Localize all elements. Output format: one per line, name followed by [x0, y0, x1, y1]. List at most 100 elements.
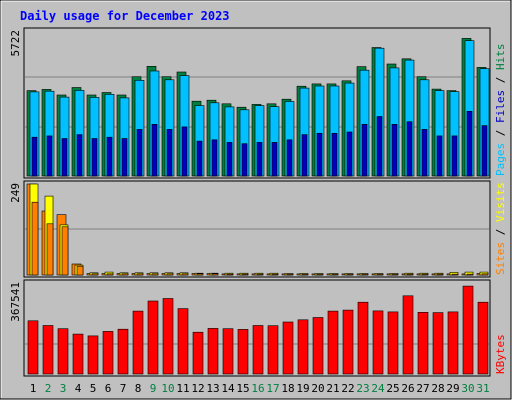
x-tick-label: 21 — [326, 382, 339, 395]
sites-bar-front — [136, 273, 144, 276]
x-tick-label: 13 — [206, 382, 219, 395]
pages-bar — [196, 140, 203, 177]
pages-bar — [271, 142, 278, 177]
legend-visits-sites: Sites / Visits — [494, 182, 507, 275]
kbytes-bar — [417, 311, 429, 375]
x-tick-label: 19 — [296, 382, 309, 395]
kbytes-bar — [27, 320, 39, 375]
legend-separator: / — [494, 123, 507, 143]
pages-bar — [466, 111, 473, 177]
kbytes-bar — [297, 319, 309, 375]
sites-bar-front — [166, 273, 174, 276]
x-tick-label: 4 — [75, 382, 82, 395]
sites-bar-front — [286, 273, 294, 276]
sites-bar-front — [451, 273, 459, 276]
kbytes-bar — [147, 300, 159, 375]
kbytes-bar — [162, 298, 174, 375]
pages-bar — [46, 135, 53, 177]
panel-frame-hits-files-pages — [23, 27, 491, 179]
sites-bar-front — [151, 273, 159, 276]
pages-bar — [421, 129, 428, 177]
pages-bar — [76, 134, 83, 177]
x-tick-label: 9 — [150, 382, 157, 395]
x-tick-label: 22 — [341, 382, 354, 395]
chart-title: Daily usage for December 2023 — [20, 9, 230, 23]
kbytes-bar — [117, 328, 129, 375]
x-tick-label: 28 — [431, 382, 444, 395]
sites-bar-front — [241, 273, 249, 276]
max-label-visits-sites: 249 — [9, 183, 22, 203]
sites-bar-front — [346, 273, 354, 276]
x-tick-label: 27 — [416, 382, 429, 395]
pages-bar — [241, 143, 248, 177]
pages-bar — [91, 138, 98, 177]
kbytes-bar — [357, 301, 369, 375]
kbytes-bar — [102, 331, 114, 375]
kbytes-bar — [42, 325, 54, 375]
pages-bar — [361, 124, 368, 177]
kbytes-bar — [372, 310, 384, 375]
legend-pages-label: Pages — [494, 143, 507, 176]
x-tick-label: 16 — [251, 382, 264, 395]
sites-bar-front — [301, 273, 309, 276]
kbytes-bar — [462, 285, 474, 375]
sites-bar-front — [181, 273, 189, 276]
x-tick-label: 2 — [45, 382, 52, 395]
x-tick-label: 3 — [60, 382, 67, 395]
max-label-kbytes: 367541 — [9, 282, 22, 322]
kbytes-bar — [402, 295, 414, 375]
kbytes-bar — [132, 310, 144, 375]
pages-bar — [391, 124, 398, 177]
panel-frame-kbytes — [23, 279, 491, 377]
kbytes-bar — [342, 309, 354, 375]
kbytes-bar — [222, 328, 234, 375]
kbytes-bar — [237, 329, 249, 375]
pages-bar — [181, 126, 188, 177]
pages-bar — [376, 116, 383, 177]
kbytes-bar — [387, 311, 399, 375]
kbytes-bar — [72, 333, 84, 375]
kbytes-bar — [447, 311, 459, 375]
sites-bar-front — [481, 273, 489, 276]
x-tick-label: 23 — [356, 382, 369, 395]
legend-hits-files-pages: Pages / Files / Hits — [494, 44, 507, 177]
x-tick-label: 6 — [105, 382, 112, 395]
sites-bar-front — [196, 273, 204, 276]
kbytes-bar — [267, 325, 279, 375]
pages-bar — [451, 135, 458, 177]
pages-bar — [481, 125, 488, 177]
pages-bar — [166, 129, 173, 177]
legend-visits-label: Visits — [494, 182, 507, 222]
sites-bar-front — [271, 273, 279, 276]
pages-bar — [61, 138, 68, 177]
pages-bar — [436, 135, 443, 177]
x-tick-label: 1 — [30, 382, 37, 395]
sites-bar-front — [226, 273, 234, 276]
pages-bar — [286, 139, 293, 177]
pages-bar — [151, 124, 158, 177]
sites-bar-front — [436, 273, 444, 276]
pages-bar — [316, 133, 323, 177]
sites-bar-front — [211, 273, 219, 276]
pages-bar — [256, 142, 263, 177]
kbytes-bar — [192, 331, 204, 375]
kbytes-bar — [252, 325, 264, 375]
max-label-hits-files-pages: 5722 — [9, 30, 22, 57]
x-axis-labels: 1 2 3 4 5 6 7 8 9 10 11 12 13 14 15 16 17 18 19 20 21 22 23 24 2… — [30, 382, 490, 395]
panel-frame-visits-sites — [23, 180, 491, 278]
legend-hits-label: Hits — [494, 44, 507, 71]
pages-bar — [211, 139, 218, 177]
legend-kbytes: KBytes — [494, 334, 507, 374]
legend-separator: / — [494, 70, 507, 90]
x-tick-label: 25 — [386, 382, 399, 395]
x-tick-label: 8 — [135, 382, 142, 395]
bars-layer — [26, 38, 490, 375]
pages-bar — [226, 142, 233, 177]
x-tick-label: 11 — [176, 382, 189, 395]
kbytes-bar — [477, 301, 489, 375]
sites-bar-front — [31, 201, 39, 276]
sites-bar-front — [421, 273, 429, 276]
kbytes-bar — [312, 317, 324, 375]
